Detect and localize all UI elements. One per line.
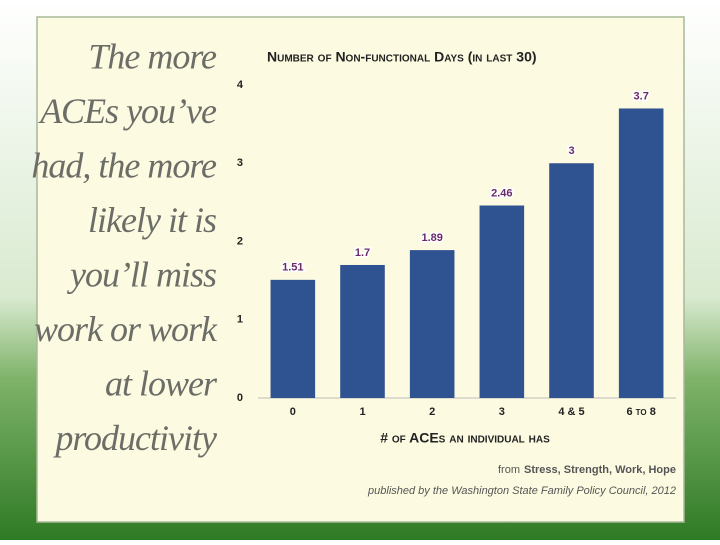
source: from Stress, Strength, Work, Hope [498, 464, 676, 476]
source-title: Stress, Strength, Work, Hope [524, 464, 676, 476]
x-axis-label: # of ACEs an individual has [380, 430, 550, 446]
bar [479, 205, 525, 398]
value-label: 1.51 [282, 262, 303, 274]
bar [340, 264, 385, 398]
bar [618, 108, 664, 398]
x-tick-label: 1 [359, 406, 365, 418]
x-tick-label: 0 [290, 406, 296, 418]
bar [549, 163, 594, 398]
x-tick-label: 2 [429, 406, 435, 418]
source-prefix: from [498, 464, 520, 476]
slide-text: productivity [52, 418, 217, 458]
y-tick-label: 4 [237, 79, 244, 91]
y-tick-label: 0 [237, 392, 243, 404]
x-tick-label: 3 [499, 406, 505, 418]
bar [270, 279, 316, 398]
y-tick-label: 1 [237, 314, 243, 326]
x-tick-label: 4 & 5 [558, 406, 584, 418]
slide-text: had, the more [31, 145, 217, 185]
value-label: 2.46 [491, 187, 512, 199]
value-label: 3 [568, 145, 574, 157]
slide-text: The more [88, 36, 217, 76]
x-tick-label: 6 to 8 [627, 406, 656, 418]
slide-text: work or work [34, 309, 218, 349]
slide-text: ACEs you’ve [38, 91, 217, 131]
value-label: 1.89 [421, 232, 442, 244]
value-label: 1.7 [355, 247, 370, 259]
chart-title: Number of Non-functional Days (in last 3… [267, 49, 537, 65]
y-tick-label: 2 [237, 235, 243, 247]
bar [409, 250, 455, 398]
y-tick-label: 3 [237, 157, 243, 169]
slide-text: likely it is [88, 200, 216, 240]
slide-text: at lower [105, 363, 218, 403]
slide-text: you’ll miss [67, 254, 216, 294]
value-label: 3.7 [634, 90, 649, 102]
source-note: published by the Washington State Family… [367, 485, 676, 497]
